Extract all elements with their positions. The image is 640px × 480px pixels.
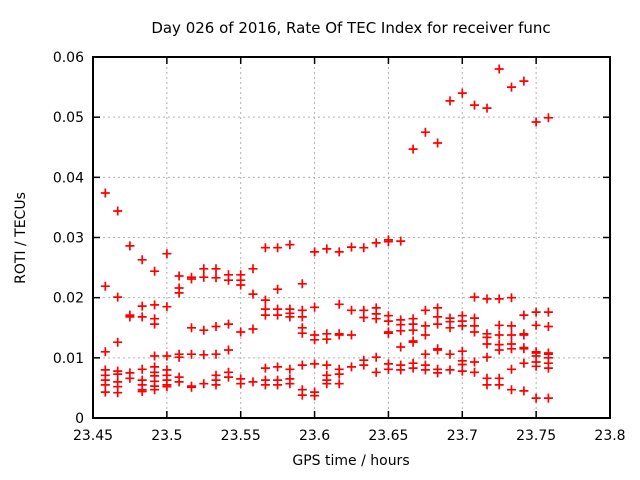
y-tick-label: 0.05 — [53, 110, 84, 126]
y-axis-title: ROTI / TECUs — [13, 192, 29, 284]
y-tick-label: 0 — [75, 411, 84, 427]
x-tick-label: 23.5 — [151, 428, 182, 444]
x-tick-label: 23.6 — [299, 428, 330, 444]
y-tick-label: 0.02 — [53, 291, 84, 307]
x-tick-label: 23.55 — [221, 428, 261, 444]
chart-title: Day 026 of 2016, Rate Of TEC Index for r… — [151, 19, 551, 37]
x-tick-label: 23.8 — [594, 428, 625, 444]
x-tick-label: 23.75 — [516, 428, 556, 444]
x-tick-label: 23.65 — [368, 428, 408, 444]
y-tick-label: 0.03 — [53, 231, 84, 247]
x-axis-title: GPS time / hours — [292, 453, 410, 469]
data-point-markers — [100, 64, 553, 403]
x-tick-label: 23.45 — [73, 428, 113, 444]
y-tick-label: 0.06 — [53, 50, 84, 66]
x-tick-label: 23.7 — [447, 428, 478, 444]
y-tick-label: 0.01 — [53, 351, 84, 367]
y-tick-label: 0.04 — [53, 170, 84, 186]
